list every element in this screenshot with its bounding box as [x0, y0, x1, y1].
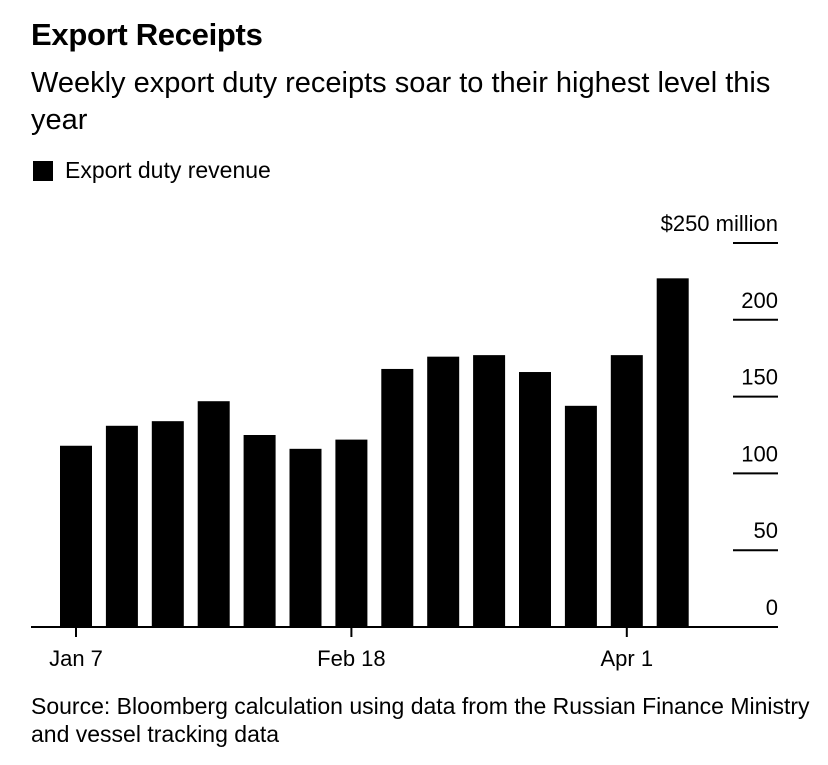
bar [473, 355, 506, 627]
bar [289, 448, 322, 627]
bar [519, 372, 551, 627]
y-tick-label: 100 [741, 441, 778, 466]
bar [197, 401, 230, 627]
x-tick-label: Jan 7 [49, 646, 103, 671]
bar [564, 405, 597, 627]
bar [610, 355, 643, 627]
bar [243, 435, 276, 627]
y-tick-label: 50 [754, 518, 778, 543]
y-tick-label: 150 [741, 365, 778, 390]
source-note: Source: Bloomberg calculation using data… [31, 693, 810, 747]
y-tick-label: 0 [766, 595, 778, 620]
legend-label: Export duty revenue [65, 157, 271, 183]
legend-swatch [33, 160, 53, 181]
y-tick-label: 200 [741, 288, 778, 313]
bar [335, 439, 368, 627]
x-tick-label: Feb 18 [317, 646, 386, 671]
chart-subtitle: Weekly export duty receipts soar to thei… [31, 67, 771, 136]
legend: Export duty revenue [33, 157, 271, 184]
bar-chart: 0 50 100 150 200 $250 million Jan 7 Feb 18 Apr 1 [31, 211, 778, 671]
x-tick-label: Apr 1 [601, 646, 654, 671]
chart-title: Export Receipts [31, 17, 263, 52]
bar [105, 425, 138, 627]
bar [60, 445, 92, 627]
bar [381, 368, 414, 627]
y-tick-label: $250 million [661, 211, 778, 236]
bar [151, 421, 184, 627]
bar [427, 356, 460, 627]
bar [656, 278, 689, 627]
